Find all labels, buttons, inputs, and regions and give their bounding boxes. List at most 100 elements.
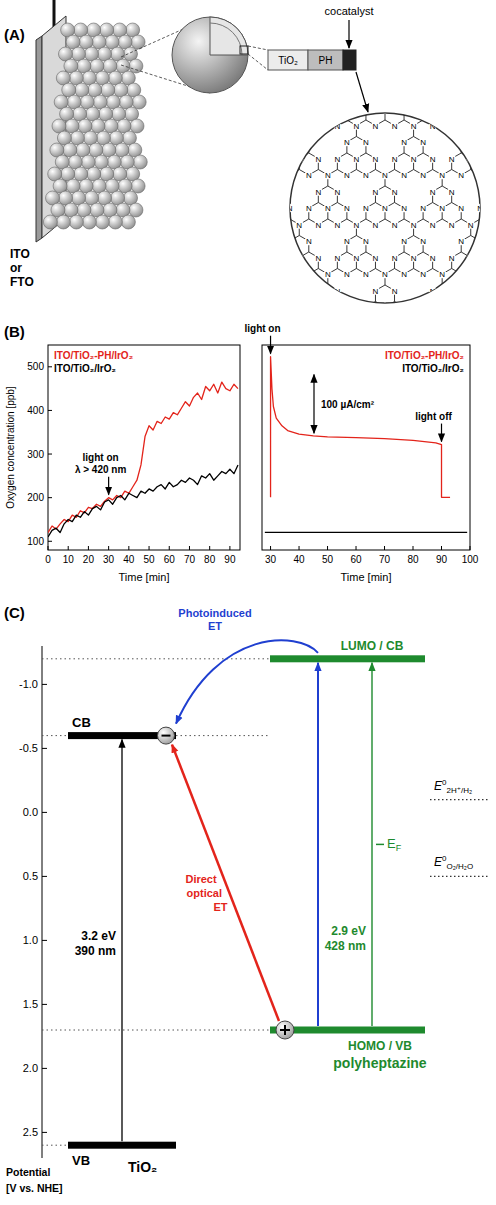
atom-label: N (449, 188, 455, 197)
y-tick-label: 400 (27, 405, 44, 416)
atom-label: N (430, 287, 436, 296)
x-tick-label: 0 (45, 554, 51, 565)
bond (471, 153, 481, 159)
atom-patch (419, 171, 428, 180)
bond (461, 269, 471, 275)
atom-label: N (420, 138, 426, 147)
atom-patch (438, 72, 447, 81)
atom-label: N (306, 138, 312, 147)
electrode-label: or (10, 261, 22, 275)
x-tick (128, 546, 129, 550)
bond (433, 318, 443, 324)
redox-subscript: O₂/H₂O (446, 862, 473, 871)
bond (470, 258, 471, 269)
atom-patch (238, 220, 247, 229)
bond (442, 104, 452, 110)
bond (289, 241, 290, 252)
fermi-level (376, 844, 384, 846)
atom-patch (314, 187, 323, 196)
atom-label: N (477, 138, 483, 147)
x-tick (189, 546, 190, 550)
annotation-arrow (441, 424, 442, 442)
atom-label: N (430, 320, 436, 329)
bond (442, 285, 452, 291)
atom-patch (476, 204, 485, 213)
bond (470, 126, 471, 137)
bond (337, 93, 338, 104)
atom-label: N (477, 270, 483, 279)
level-guide (176, 735, 270, 736)
atom-label: N (411, 122, 417, 131)
bond (433, 87, 443, 93)
series-line (265, 532, 467, 533)
x-tick-label: 40 (293, 554, 305, 565)
atom-patch (419, 138, 428, 147)
bond (375, 318, 385, 324)
x-tick (108, 546, 109, 550)
y-tick (42, 1132, 47, 1133)
level-guide (42, 658, 270, 659)
bond (271, 219, 281, 225)
atom-patch (476, 138, 485, 147)
atom-patch (381, 204, 390, 213)
bond (271, 170, 281, 176)
x-tick (470, 546, 471, 550)
atom-patch (438, 171, 447, 180)
legend-entry: ITO/TiO₂/IrO₂ (402, 363, 464, 374)
bond (328, 104, 338, 110)
bond (299, 258, 300, 269)
y-tick-label: 1.0 (23, 934, 38, 946)
bond (366, 318, 376, 324)
particle-zoom (172, 17, 248, 93)
x-tick (209, 546, 210, 550)
electron-sign (162, 735, 171, 737)
annotation: light on (83, 452, 119, 463)
atom-patch (447, 187, 456, 196)
atom-label: N (325, 204, 331, 213)
y-axis-title: Potential (6, 1166, 50, 1178)
atom-patch (324, 204, 333, 213)
bond (318, 87, 328, 93)
bond (489, 159, 490, 170)
atom-label: N (458, 303, 464, 312)
atom-patch (457, 105, 466, 114)
wire (53, 0, 56, 27)
particle (69, 215, 83, 229)
cocatalyst-label: cocatalyst (325, 5, 374, 17)
bond (470, 159, 471, 170)
atom-patch (266, 204, 275, 213)
atom-patch (466, 121, 475, 130)
particle (108, 215, 122, 229)
atom-patch (438, 303, 447, 312)
atom-label: N (392, 89, 398, 98)
atom-label: N (401, 105, 407, 114)
atom-label: N (373, 320, 379, 329)
atom-label: N (373, 155, 379, 164)
transfer-label: Photoinduced (178, 607, 251, 619)
atom-label: N (258, 188, 264, 197)
atom-patch (390, 220, 399, 229)
atom-patch (295, 121, 304, 130)
atom-label: N (334, 155, 340, 164)
hole-sign (284, 1025, 286, 1035)
atom-patch (285, 270, 294, 279)
atom-label: N (268, 204, 274, 213)
atom-patch (428, 286, 437, 295)
x-tick-label: 50 (322, 554, 334, 565)
bond (299, 137, 309, 143)
atom-patch (485, 220, 494, 229)
x-tick (229, 546, 230, 550)
plot-frame (48, 345, 240, 550)
bond (452, 120, 462, 126)
atom-patch (343, 105, 352, 114)
particle (121, 215, 135, 229)
level-guide (42, 1030, 270, 1031)
atom-label: N (392, 221, 398, 230)
atom-patch (390, 187, 399, 196)
atom-patch (314, 220, 323, 229)
panel-letter: (A) (4, 26, 25, 43)
redox-label: E02H⁺/H₂ (434, 778, 472, 795)
atom-patch (343, 237, 352, 246)
atom-patch (466, 319, 475, 328)
particle (82, 215, 96, 229)
